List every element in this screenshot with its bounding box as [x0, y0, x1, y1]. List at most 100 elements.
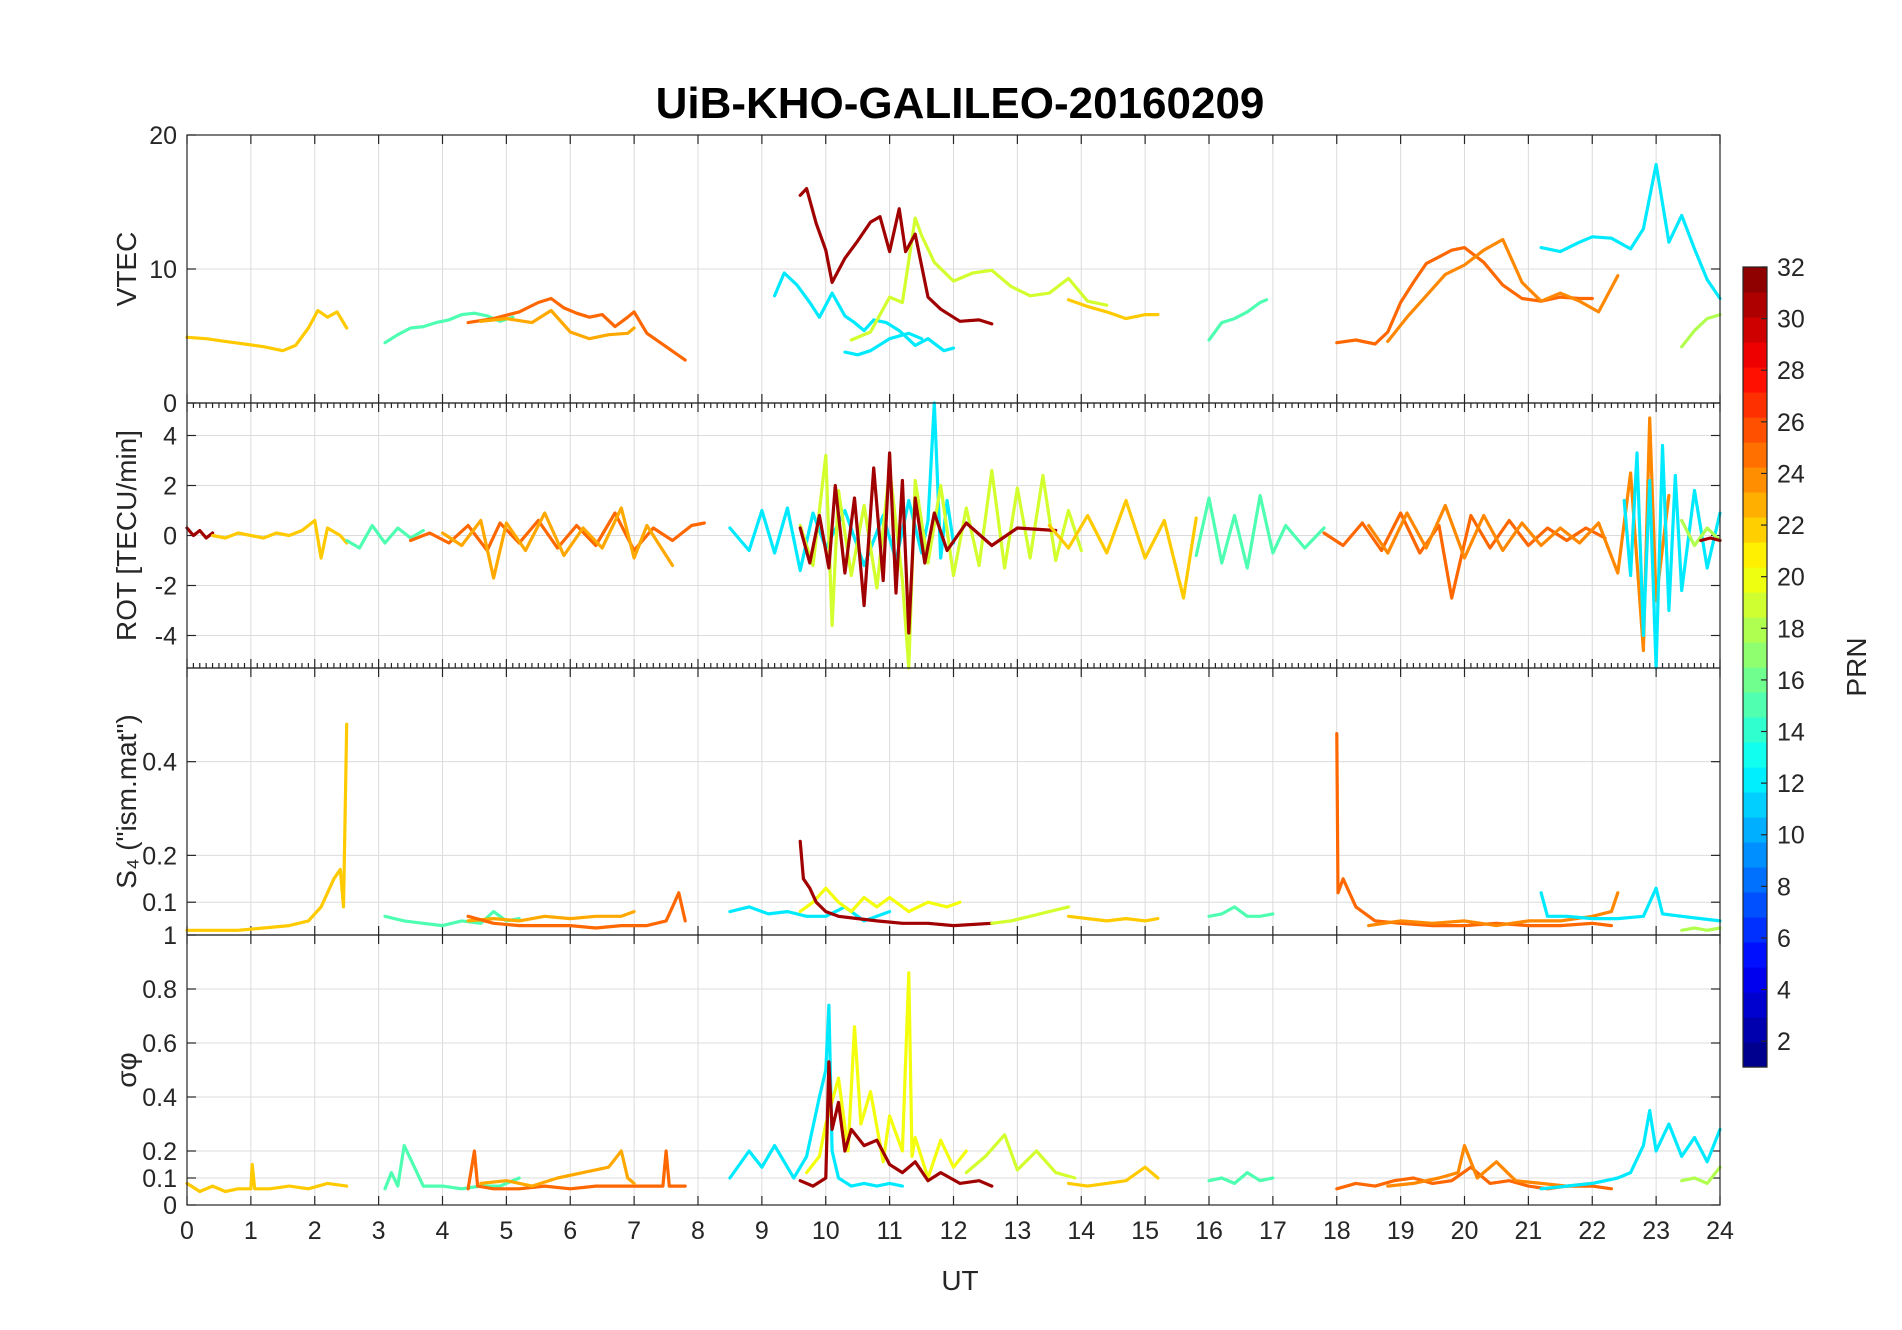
- colorbar-segment: [1743, 542, 1767, 568]
- colorbar-segment: [1743, 517, 1767, 543]
- series-line-prn-31: [798, 451, 1058, 635]
- x-tick-label: 10: [812, 1217, 840, 1245]
- series-line-prn-18: [1680, 313, 1722, 349]
- y-tick-label: 1: [163, 922, 177, 950]
- series-line-prn-12: [728, 1003, 904, 1188]
- colorbar-tick-label: 30: [1777, 306, 1805, 334]
- colorbar-segment: [1743, 867, 1767, 893]
- colorbar-tick-label: 8: [1777, 873, 1791, 901]
- series-line-prn-19: [990, 905, 1071, 925]
- x-tick-label: 22: [1578, 1217, 1606, 1245]
- series-line-prn-22: [1047, 498, 1198, 600]
- x-tick-label: 6: [563, 1217, 577, 1245]
- colorbar-segment: [1743, 617, 1767, 643]
- series-line-prn-22: [1066, 298, 1160, 321]
- panel-1: 0 10 20 VTEC: [111, 122, 1722, 418]
- series-line-prn-12: [728, 905, 892, 923]
- series-line-prn-25: [466, 891, 687, 930]
- colorbar-segment: [1743, 567, 1767, 593]
- series-line-prn-15: [1207, 905, 1275, 918]
- series-line-prn-23: [479, 1149, 636, 1188]
- x-tick-label: 14: [1067, 1217, 1095, 1245]
- x-tick-label: 21: [1514, 1217, 1542, 1245]
- colorbar-segment: [1743, 367, 1767, 393]
- y-tick-label: 4: [163, 423, 177, 451]
- series-line-prn-15: [1207, 1171, 1275, 1185]
- series-line-prn-19: [849, 216, 1109, 342]
- y-axis-label: ROT [TECU/min]: [111, 430, 142, 641]
- x-tick-label: 17: [1259, 1217, 1287, 1245]
- colorbar-tick-label: 6: [1777, 925, 1791, 953]
- colorbar-segment: [1743, 742, 1767, 768]
- colorbar-segment: [1743, 467, 1767, 493]
- y-tick-label: 0.2: [142, 842, 177, 870]
- panel-4: 00.10.2 0.4 0.6 0.8 1 σφ: [111, 922, 1722, 1220]
- colorbar-frame: [1742, 266, 1768, 1068]
- series-line-prn-19: [798, 453, 1083, 670]
- series-line-prn-31: [798, 839, 994, 928]
- colorbar-segment: [1743, 492, 1767, 518]
- y-tick-label: 0.6: [142, 1030, 177, 1058]
- colorbar-segment: [1743, 267, 1767, 293]
- x-tick-label: 4: [436, 1217, 450, 1245]
- series-line-prn-22: [211, 518, 349, 560]
- y-tick-label: 0.8: [142, 976, 177, 1004]
- colorbar-tick-label: 12: [1777, 770, 1805, 798]
- series-line-prn-22: [1066, 1165, 1160, 1188]
- series-line-prn-22: [1066, 914, 1160, 923]
- x-tick-label: 11: [877, 1217, 903, 1245]
- colorbar-tick-label: 14: [1777, 719, 1805, 747]
- y-tick-label: 0: [163, 523, 177, 551]
- colorbar-segment: [1743, 392, 1767, 418]
- colorbar-tick-label: 26: [1777, 409, 1805, 437]
- colorbar-segment: [1743, 967, 1767, 993]
- y-tick-label: 2: [163, 473, 177, 501]
- y-axis-label: σφ: [111, 1052, 142, 1087]
- colorbar-tick-label: 10: [1777, 822, 1805, 850]
- y-axis-label: S₄ ("ism.mat"): [111, 714, 142, 888]
- series-line-prn-20: [798, 886, 962, 914]
- series-line-prn-25: [466, 296, 687, 362]
- colorbar-tick-label: 28: [1777, 357, 1805, 385]
- colorbar-segment: [1743, 767, 1767, 793]
- colorbar-segment: [1743, 892, 1767, 918]
- series-line-prn-23: [440, 506, 675, 580]
- x-tick-label: 0: [180, 1217, 194, 1245]
- series-line-prn-25: [466, 1149, 687, 1191]
- series-line-prn-22: [185, 722, 349, 932]
- series-line-prn-31: [798, 1060, 994, 1188]
- series-line-prn-15: [1194, 493, 1326, 570]
- series-line-prn-24: [1386, 237, 1620, 343]
- y-tick-label: 0: [163, 1192, 177, 1220]
- x-tick-label: 8: [691, 1217, 705, 1245]
- x-tick-label: 12: [940, 1217, 968, 1245]
- x-tick-label: 24: [1706, 1217, 1734, 1245]
- x-tick-label: 13: [1003, 1217, 1031, 1245]
- colorbar-tick-label: 32: [1777, 254, 1805, 282]
- series-line-prn-24: [1367, 416, 1671, 653]
- x-tick-label: 20: [1451, 1217, 1479, 1245]
- series-line-prn-31: [185, 526, 215, 540]
- colorbar-segment: [1743, 317, 1767, 343]
- y-tick-label: 0.4: [142, 1084, 177, 1112]
- colorbar-tick-label: 20: [1777, 564, 1805, 592]
- panel-2: -4 -2 0 2 4 ROT [TECU/min]: [111, 401, 1722, 670]
- y-tick-label: 20: [149, 122, 177, 150]
- series-line-prn-18: [1680, 926, 1722, 932]
- colorbar-segment: [1743, 842, 1767, 868]
- colorbar-segment: [1743, 992, 1767, 1018]
- x-tick-label: 18: [1323, 1217, 1351, 1245]
- series-line-prn-15: [383, 1144, 521, 1191]
- series-line-prn-18: [1680, 1165, 1722, 1185]
- y-tick-label: -2: [155, 573, 177, 601]
- y-tick-label: 10: [149, 256, 177, 284]
- colorbar-segment: [1743, 292, 1767, 318]
- x-tick-label: 5: [499, 1217, 513, 1245]
- series-line-prn-20: [805, 971, 968, 1180]
- colorbar-label: PRN: [1841, 637, 1872, 696]
- series-line-prn-12: [1622, 443, 1722, 670]
- colorbar-segment: [1743, 942, 1767, 968]
- y-tick-label: 0.2: [142, 1138, 177, 1166]
- series-line-prn-15: [1207, 298, 1269, 342]
